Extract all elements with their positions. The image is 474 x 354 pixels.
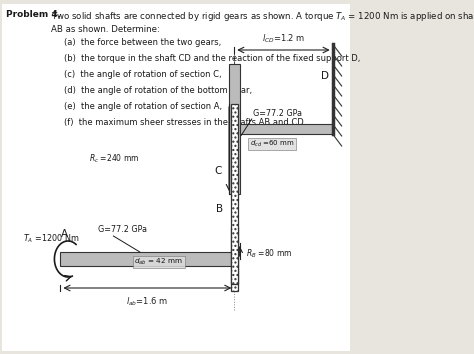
Text: $l_{CD}$=1.2 m: $l_{CD}$=1.2 m — [262, 33, 305, 45]
Text: (d)  the angle of rotation of the bottom gear,: (d) the angle of rotation of the bottom … — [64, 86, 252, 95]
Bar — [240, 124, 333, 134]
Text: $d_{ab}$ = 42 mm: $d_{ab}$ = 42 mm — [134, 257, 183, 267]
Bar — [2, 4, 350, 184]
Text: B: B — [216, 204, 223, 214]
Text: A: A — [61, 229, 68, 239]
Bar — [230, 227, 238, 291]
Text: (c)  the angle of rotation of section C,: (c) the angle of rotation of section C, — [64, 70, 222, 79]
Text: $R_c$ =240 mm: $R_c$ =240 mm — [90, 153, 140, 165]
Text: $l_{ab}$=1.6 m: $l_{ab}$=1.6 m — [126, 295, 169, 308]
Text: $d_{cd}$ =60 mm: $d_{cd}$ =60 mm — [250, 139, 294, 149]
Text: (a)  the force between the two gears,: (a) the force between the two gears, — [64, 38, 221, 47]
Text: G=77.2 GPa: G=77.2 GPa — [98, 225, 147, 234]
Text: $R_B$ =80 mm: $R_B$ =80 mm — [246, 248, 292, 260]
Text: (b)  the torque in the shaft CD and the reaction of the fixed support D,: (b) the torque in the shaft CD and the r… — [64, 54, 361, 63]
Text: Two solid shafts are connected by rigid gears as shown. A torque $T_A$ = 1200 Nm: Two solid shafts are connected by rigid … — [51, 10, 474, 23]
Text: G=77.2 GPa: G=77.2 GPa — [253, 109, 302, 119]
Bar — [61, 252, 234, 266]
Text: (e)  the angle of rotation of section A,: (e) the angle of rotation of section A, — [64, 102, 222, 111]
Bar — [229, 64, 240, 194]
Text: (f)  the maximum sheer stresses in the shafts AB and CD.: (f) the maximum sheer stresses in the sh… — [64, 118, 307, 127]
Text: C: C — [214, 166, 221, 176]
Text: D: D — [321, 71, 329, 81]
Bar — [230, 104, 238, 284]
Text: Problem 4.: Problem 4. — [6, 10, 61, 19]
Text: $T_A$ =1200 Nm: $T_A$ =1200 Nm — [23, 233, 79, 245]
Bar — [2, 181, 350, 351]
Text: AB as shown. Determine:: AB as shown. Determine: — [51, 25, 160, 34]
